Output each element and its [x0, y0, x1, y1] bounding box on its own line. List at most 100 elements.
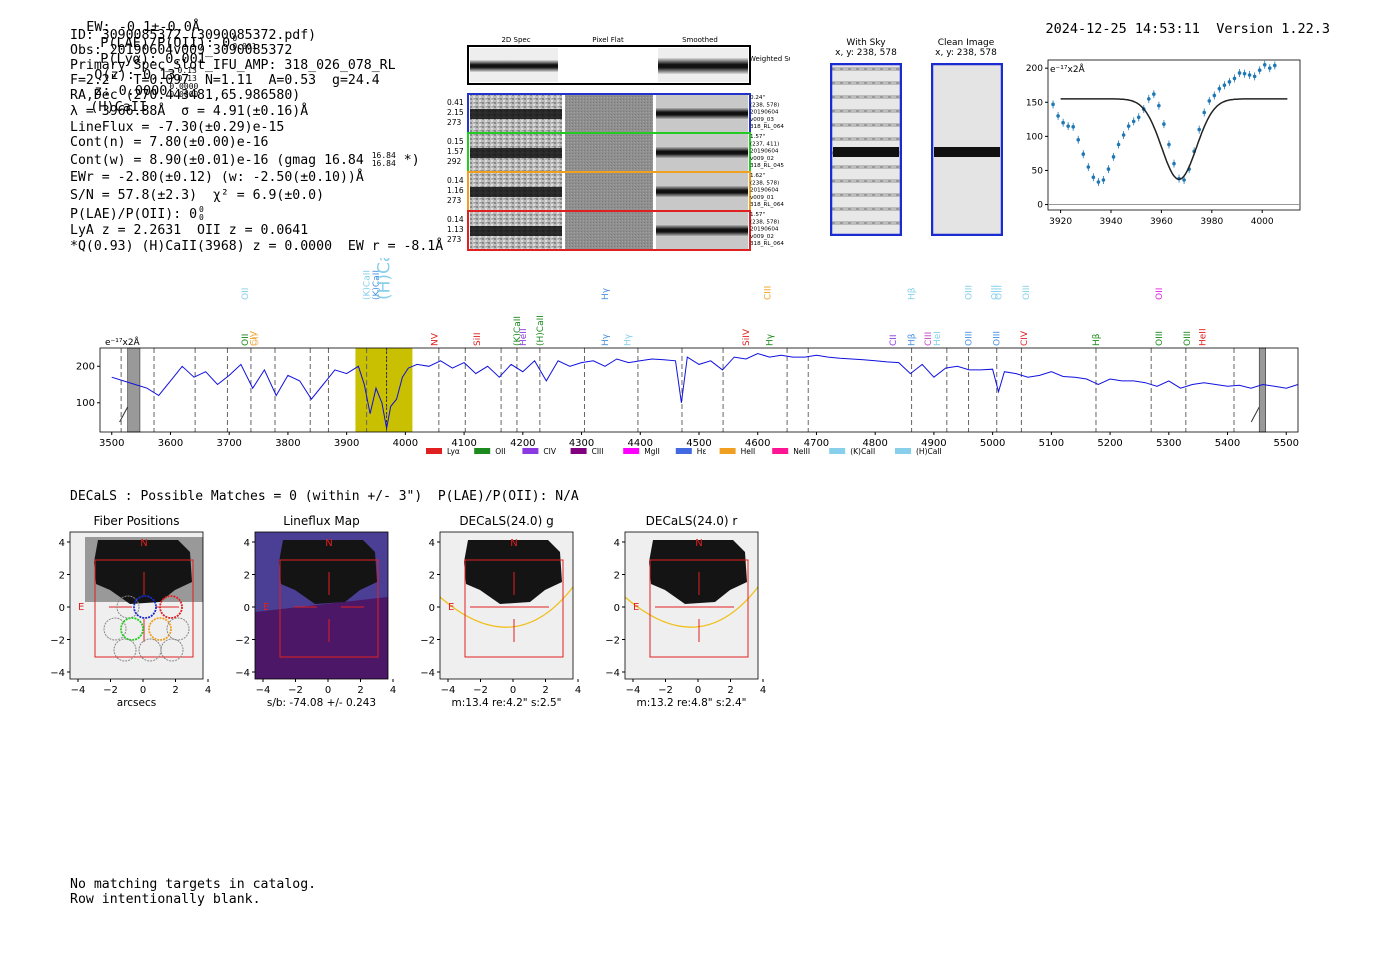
legend-label: HeII [741, 447, 756, 456]
info-contn: Cont(n) = 7.80(±0.00)e-16 [70, 135, 269, 150]
spectrum-xtick-label: 4000 [393, 438, 418, 449]
info-ewr: EWr = -2.80(±0.12) (w: -2.50(±0.10))Å [70, 170, 364, 185]
decals-xtick-label: 4 [390, 685, 396, 696]
decals-ytick-label: −2 [50, 636, 65, 647]
spectrum-line-label: (K)CaII [372, 270, 382, 300]
spectrum-ytick-label: 200 [76, 361, 95, 372]
cutout-right-label: 318_RL_045 [750, 163, 784, 169]
decals-ytick-label: −4 [50, 668, 65, 679]
cutout-left-label: 1.57 [447, 147, 464, 156]
bright-source-mask [649, 540, 747, 604]
cutout-pixelflat [565, 95, 653, 132]
spectrum-line-label: OIII [990, 285, 1000, 300]
zoom-point [1091, 175, 1096, 180]
decals-ytick-label: 4 [429, 538, 435, 549]
spectrum-xtick-label: 5300 [1156, 438, 1181, 449]
with-sky-xy: x, y: 238, 578 [835, 48, 897, 58]
info-radec: RA,Dec (270.443481,65.986580) [70, 88, 301, 103]
zoom-xtick-label: 3960 [1150, 217, 1173, 227]
clean-xy: x, y: 238, 578 [935, 48, 997, 58]
zoom-point [1061, 120, 1065, 125]
header-ew: EW: -0.1±-0.0Å [86, 19, 201, 35]
with-sky-header: With Sky x, y: 238, 578 [831, 38, 901, 58]
spectrum-line-label: CII [889, 334, 899, 346]
header-qz: Q(z): 0.13 [94, 67, 176, 83]
source-ellipse [439, 586, 574, 628]
decals-xtick-label: 0 [325, 685, 331, 696]
legend-label: (K)CaII [850, 447, 875, 456]
zoom-xtick-label: 3940 [1100, 217, 1123, 227]
info-id: ID: 3090085372 (3090085372.pdf) [70, 28, 317, 43]
cutout-left-label: 292 [447, 157, 462, 166]
cutout-pixelflat [565, 173, 653, 210]
decals-xtick-label: 0 [695, 685, 701, 696]
cutout-smoothed-trace [656, 107, 748, 120]
header-qz-sub: 0.13 [177, 74, 197, 83]
spectrum-xtick-label: 5000 [980, 438, 1005, 449]
decals-ytick-label: 2 [59, 571, 65, 582]
zoom-point [1202, 110, 1207, 115]
decals-ytick-label: 2 [429, 571, 435, 582]
decals-xtick-label: 4 [205, 685, 211, 696]
spectrum-xtick-label: 4500 [686, 438, 711, 449]
zoom-point [1207, 99, 1212, 103]
legend-swatch [895, 448, 911, 454]
zoom-point [1267, 66, 1272, 70]
cutout-right-label: (238, 578) [750, 219, 779, 225]
spectrum-line-label: (H)CaII [536, 315, 546, 346]
zoom-point [1157, 103, 1161, 108]
spectrum-line-label: Hγ [623, 333, 633, 346]
zoom-point [1182, 178, 1186, 182]
cutout-col-2dspec: 2D Spec [501, 36, 530, 44]
cutout-left-label: 1.16 [447, 186, 464, 195]
decals-panel-title: Fiber Positions [93, 514, 179, 528]
decals-xtick-label: 0 [140, 685, 146, 696]
fiber-circle [159, 595, 183, 619]
info-contw: Cont(w) = 8.90(±0.01)e-16 (gmag 16.84 [70, 153, 364, 168]
cutout-smoothed-trace [656, 146, 748, 159]
fiber-circle [116, 595, 140, 619]
header-z-sub: 0.0000 [169, 90, 199, 99]
zoom-point [1247, 73, 1252, 77]
decals-panel-frame [254, 531, 389, 680]
spectrum-line-label: NV [431, 332, 441, 346]
cutout-right-label: v009_02 [750, 234, 774, 240]
info-lambda: λ = 3966.88Å σ = 4.91(±0.16)Å [70, 104, 309, 119]
decals-xtick-label: −2 [658, 685, 673, 696]
spectrum-chart: e⁻¹⁷x2Å 3500 3600 3700 3800 3900 4000 4100 4200 4… [76, 258, 1299, 456]
lineflux-low-region [255, 597, 388, 679]
info-lya: LyA z = 2.2631 OII z = 0.0641 [70, 223, 309, 238]
spectrum-line-label: OII [252, 334, 262, 346]
decals-ytick-label: −2 [420, 636, 435, 647]
spectrum-line-label: (H)CaII [375, 258, 395, 300]
info-obs: Obs: 20190604v009_3090085372 [70, 43, 293, 58]
decals-panel-title: DECaLS(24.0) g [459, 514, 553, 528]
spectrum-xtick-label: 5500 [1274, 438, 1299, 449]
spectrum-xtick-label: 5400 [1215, 438, 1240, 449]
spectrum-line-label: HeI [933, 331, 943, 346]
decals-ytick-label: −2 [235, 636, 250, 647]
zoom-point [1162, 122, 1166, 126]
zoom-ytick-label: 50 [1032, 166, 1044, 176]
cutout-2dspec-trace [470, 226, 562, 236]
zoom-point [1066, 124, 1070, 128]
zoom-point [1136, 115, 1141, 120]
zoom-point [1111, 155, 1116, 159]
cutout-right-label: (238, 578) [750, 102, 779, 108]
spectrum-line-label: OIII [993, 331, 1003, 346]
zoom-point [1252, 74, 1257, 79]
spectrum-line-label: Hβ [908, 287, 918, 300]
fiber-cutouts: 2D Spec Pixel Flat Smoothed Weighted Sum… [447, 36, 790, 251]
spectrum-line-label: OII [241, 288, 251, 300]
zoom-point [1076, 137, 1081, 142]
zoom-ytick-label: 200 [1026, 64, 1043, 74]
decals-ytick-label: 4 [614, 538, 620, 549]
decals-panel-4: DECaLS(24.0) r N E 4 2 0 −2 −4 −4 −2 0 2 4 m:13.2 re:… [605, 514, 766, 709]
spectrum-ytick-label: 100 [76, 398, 95, 409]
cutout-pixelflat [565, 212, 653, 249]
spectrum-line-label: OII [241, 334, 251, 346]
weighted-sum-label: Weighted Sum [749, 55, 790, 63]
footer-line2: Row intentionally blank. [70, 892, 261, 907]
decals-xtick-label: 2 [357, 685, 363, 696]
